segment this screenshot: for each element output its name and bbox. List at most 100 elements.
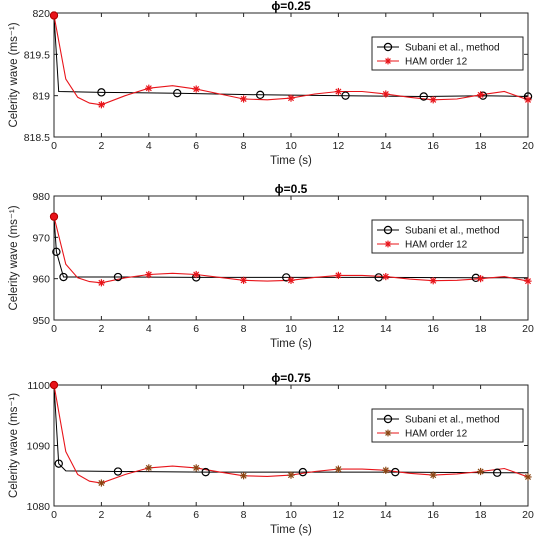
y-axis-label: Celerity wave (ms⁻¹)	[8, 22, 20, 127]
chart-panel-2: ϕ=0.5 0 2 4 6 8 10 12 14 16 18 20 950 960 970 980 Time (…	[8, 182, 534, 350]
circle-marker	[113, 467, 123, 476]
y-tick-label: 819.5	[24, 49, 50, 61]
asterisk-marker	[334, 271, 342, 279]
x-tick-label: 20	[522, 140, 534, 152]
legend-box	[371, 219, 524, 254]
circle-marker	[341, 91, 350, 100]
series-line	[54, 15, 528, 98]
y-axis-label: Celerity wave (ms⁻¹)	[8, 205, 20, 310]
series-line	[54, 385, 528, 484]
asterisk-marker	[382, 273, 390, 281]
legend-box	[371, 36, 524, 71]
asterisk-marker	[192, 270, 200, 279]
series-ham	[54, 15, 528, 106]
circle-marker	[113, 272, 123, 282]
chart-title: ϕ=0.75	[271, 371, 311, 385]
y-tick-label: 970	[32, 232, 50, 244]
circle-marker	[419, 92, 428, 101]
legend-entry-ham: HAM order 12	[377, 429, 468, 440]
x-tick-label: 14	[380, 323, 392, 335]
asterisk-marker	[287, 276, 295, 284]
x-tick-label: 14	[380, 140, 392, 152]
x-tick-label: 16	[427, 140, 439, 152]
x-tick-label: 6	[193, 509, 199, 521]
x-tick-label: 4	[146, 140, 152, 152]
asterisk-marker	[524, 277, 532, 285]
x-tick-label: 8	[241, 140, 247, 152]
legend-label: Subani et al., method	[405, 226, 500, 237]
x-tick-label: 6	[193, 140, 199, 152]
x-tick-label: 12	[333, 323, 345, 335]
legend-label: Subani et al., method	[405, 415, 500, 426]
asterisk-marker	[382, 466, 390, 474]
asterisk-marker	[382, 90, 390, 98]
x-tick-label: 2	[98, 140, 104, 152]
x-tick-label: 18	[475, 140, 487, 152]
x-tick-label: 10	[285, 509, 297, 521]
x-tick-label: 16	[427, 509, 439, 521]
y-tick-label: 1100	[27, 380, 50, 392]
series-markers-ham	[49, 212, 532, 287]
y-tick-label: 950	[32, 315, 50, 327]
x-tick-label: 2	[98, 323, 104, 335]
legend-circle-marker	[383, 225, 393, 235]
asterisk-marker	[145, 270, 153, 279]
circle-marker	[59, 272, 68, 282]
circle-marker	[298, 467, 308, 477]
x-tick-label: 12	[333, 140, 345, 152]
circle-marker	[54, 459, 63, 468]
legend-circle-marker	[383, 42, 393, 52]
plot-area	[53, 195, 529, 321]
asterisk-marker	[240, 95, 248, 103]
series-subani	[54, 15, 528, 98]
legend: Subani et al., method HAM order 12	[371, 36, 524, 71]
x-axis-label: Time (s)	[270, 524, 312, 536]
x-tick-label: 14	[380, 509, 392, 521]
x-tick-label: 4	[146, 323, 152, 335]
x-tick-label: 0	[51, 323, 57, 335]
y-tick-label: 960	[32, 274, 50, 286]
series-line	[54, 15, 528, 106]
x-tick-label: 20	[522, 509, 534, 521]
asterisk-marker	[287, 94, 295, 102]
asterisk-marker	[287, 471, 295, 479]
legend-circle-marker	[383, 414, 393, 424]
y-tick-label: 1080	[27, 501, 51, 513]
initial-point-marker	[49, 11, 59, 20]
x-tick-label: 12	[333, 509, 345, 521]
x-tick-label: 8	[241, 509, 247, 521]
legend-entry-ham: HAM order 12	[377, 240, 468, 251]
circle-marker	[492, 468, 502, 477]
circle-marker	[97, 88, 106, 97]
x-tick-label: 18	[475, 323, 487, 335]
x-tick-label: 16	[427, 323, 439, 335]
x-axis-label: Time (s)	[270, 155, 312, 167]
legend: Subani et al., method HAM order 12	[371, 408, 524, 443]
legend-label: Subani et al., method	[405, 43, 500, 54]
x-tick-label: 4	[146, 509, 152, 521]
x-axis-label: Time (s)	[270, 338, 312, 350]
asterisk-marker	[477, 467, 485, 476]
legend: Subani et al., method HAM order 12	[371, 219, 524, 254]
x-tick-label: 10	[285, 140, 297, 152]
circle-marker	[201, 467, 210, 477]
asterisk-marker	[240, 276, 248, 284]
asterisk-marker	[145, 84, 153, 92]
x-tick-label: 0	[51, 509, 57, 521]
x-tick-label: 8	[241, 323, 247, 335]
asterisk-marker	[429, 96, 437, 104]
legend-entry-subani: Subani et al., method	[377, 226, 500, 237]
series-ham	[54, 385, 528, 484]
legend-entry-subani: Subani et al., method	[377, 43, 500, 54]
x-tick-label: 6	[193, 323, 199, 335]
legend-label: HAM order 12	[405, 57, 468, 68]
asterisk-marker	[97, 279, 105, 287]
legend-asterisk-stroke	[385, 430, 391, 436]
asterisk-marker	[524, 96, 532, 104]
plot-area	[53, 12, 529, 138]
asterisk-marker	[334, 87, 342, 96]
legend-asterisk-stroke	[385, 58, 391, 64]
legend-box	[371, 408, 524, 443]
legend-label: HAM order 12	[405, 240, 468, 251]
